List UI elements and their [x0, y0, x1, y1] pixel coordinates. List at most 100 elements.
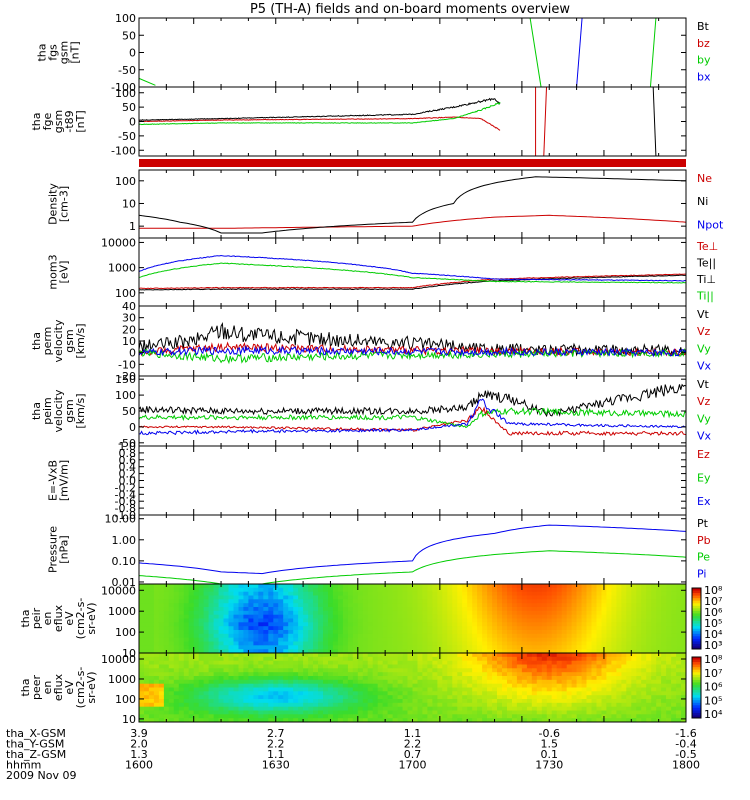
legend-item: Ey [697, 472, 711, 485]
spectrogram-cell [178, 676, 185, 681]
spectrogram-cell [233, 702, 239, 708]
spectrogram-cell [238, 664, 244, 669]
spectrogram-cell [661, 718, 667, 723]
spectrogram-cell [646, 591, 652, 596]
spectrogram-cell [482, 626, 488, 631]
spectrogram-cell [298, 641, 304, 646]
spectrogram-cell [148, 672, 155, 677]
spectrogram-cell [337, 656, 344, 662]
spectrogram-cell [298, 660, 304, 665]
spectrogram-cell [452, 595, 458, 600]
spectrogram-cell [541, 702, 548, 708]
spectrogram-cell [178, 679, 185, 685]
spectrogram-cell [203, 699, 209, 704]
spectrogram-cell [293, 664, 299, 669]
spectrogram-cell [342, 626, 349, 631]
spectrogram-cell [183, 626, 190, 631]
spectrogram-cell [497, 695, 503, 700]
spectrogram-cell [432, 653, 438, 658]
spectrogram-cell [442, 626, 448, 631]
spectrogram-cell [193, 676, 200, 681]
spectrogram-cell [482, 702, 488, 708]
spectrogram-cell [342, 714, 349, 719]
spectrogram-cell [531, 610, 538, 616]
spectrogram-cell [303, 645, 309, 650]
spectrogram-cell [646, 714, 652, 719]
spectrogram-cell [507, 649, 513, 654]
spectrogram-cell [367, 687, 374, 692]
spectrogram-cell [646, 645, 652, 650]
spectrogram-cell [462, 683, 468, 688]
colorbar-segment [692, 674, 701, 678]
spectrogram-cell [188, 595, 195, 600]
spectrogram-cell [153, 607, 160, 612]
spectrogram-cell [183, 668, 190, 673]
spectrogram-cell [636, 672, 642, 677]
spectrogram-cell [512, 610, 518, 616]
spectrogram-cell [417, 599, 423, 604]
spectrogram-cell [482, 584, 488, 589]
spectrogram-cell [641, 603, 647, 608]
spectrogram-cell [516, 676, 523, 681]
spectrogram-cell [521, 695, 528, 700]
spectrogram-cell [442, 614, 448, 619]
spectrogram-cell [651, 687, 657, 692]
spectrogram-cell [566, 702, 573, 708]
spectrogram-cell [188, 603, 195, 608]
spectrogram-cell [183, 637, 190, 642]
y-tick-label: 0 [129, 421, 136, 434]
spectrogram-cell [472, 714, 478, 719]
y-tick-label: -50 [118, 64, 136, 77]
spectrogram-cell [497, 676, 503, 681]
spectrogram-cell [223, 626, 229, 631]
spectrogram-cell [223, 699, 229, 704]
spectrogram-cell [283, 660, 289, 665]
spectrogram-cell [561, 603, 568, 608]
spectrogram-cell [492, 683, 498, 688]
spectrogram-cell [233, 633, 239, 639]
spectrogram-cell [218, 695, 224, 700]
spectrogram-cell [357, 687, 364, 692]
spectrogram-cell [268, 649, 274, 654]
panel-frame [138, 445, 687, 516]
spectrogram-cell [681, 645, 687, 650]
spectrogram-cell [422, 664, 428, 669]
spectrogram-cell [497, 687, 503, 692]
spectrogram-cell [203, 679, 209, 685]
spectrogram-cell [507, 603, 513, 608]
spectrogram-cell [208, 695, 214, 700]
spectrogram-cell [318, 587, 324, 593]
spectrogram-cell [531, 607, 538, 612]
spectrogram-cell [412, 668, 418, 673]
spectrogram-cell [502, 641, 508, 646]
spectrogram-cell [148, 683, 155, 688]
spectrogram-cell [487, 630, 493, 635]
spectrogram-cell [208, 653, 214, 658]
spectrogram-cell [516, 641, 523, 646]
spectrogram-cell [313, 699, 319, 704]
spectrogram-cell [526, 637, 533, 642]
spectrogram-cell [273, 691, 279, 696]
spectrogram-cell [228, 683, 234, 688]
spectrogram-cell [507, 653, 513, 658]
spectrogram-cell [551, 683, 558, 688]
spectrogram-cell [387, 618, 393, 623]
spectrogram-cell [332, 626, 339, 631]
spectrogram-cell [487, 653, 493, 658]
spectrogram-cell [427, 637, 433, 642]
spectrogram-cell [139, 618, 145, 623]
spectrogram-cell [601, 668, 607, 673]
spectrogram-cell [561, 679, 568, 685]
spectrogram-cell [148, 718, 155, 723]
spectrogram-cell [382, 637, 389, 642]
spectrogram-cell [278, 610, 284, 616]
spectrogram-cell [328, 664, 334, 669]
spectrogram-cell [248, 622, 254, 627]
spectrogram-cell [328, 641, 334, 646]
spectrogram-cell [144, 614, 150, 619]
spectrogram-cell [551, 641, 558, 646]
spectrogram-cell [332, 610, 339, 616]
spectrogram-cell [367, 706, 374, 711]
spectrogram-cell [193, 641, 200, 646]
spectrogram-cell [412, 679, 418, 685]
